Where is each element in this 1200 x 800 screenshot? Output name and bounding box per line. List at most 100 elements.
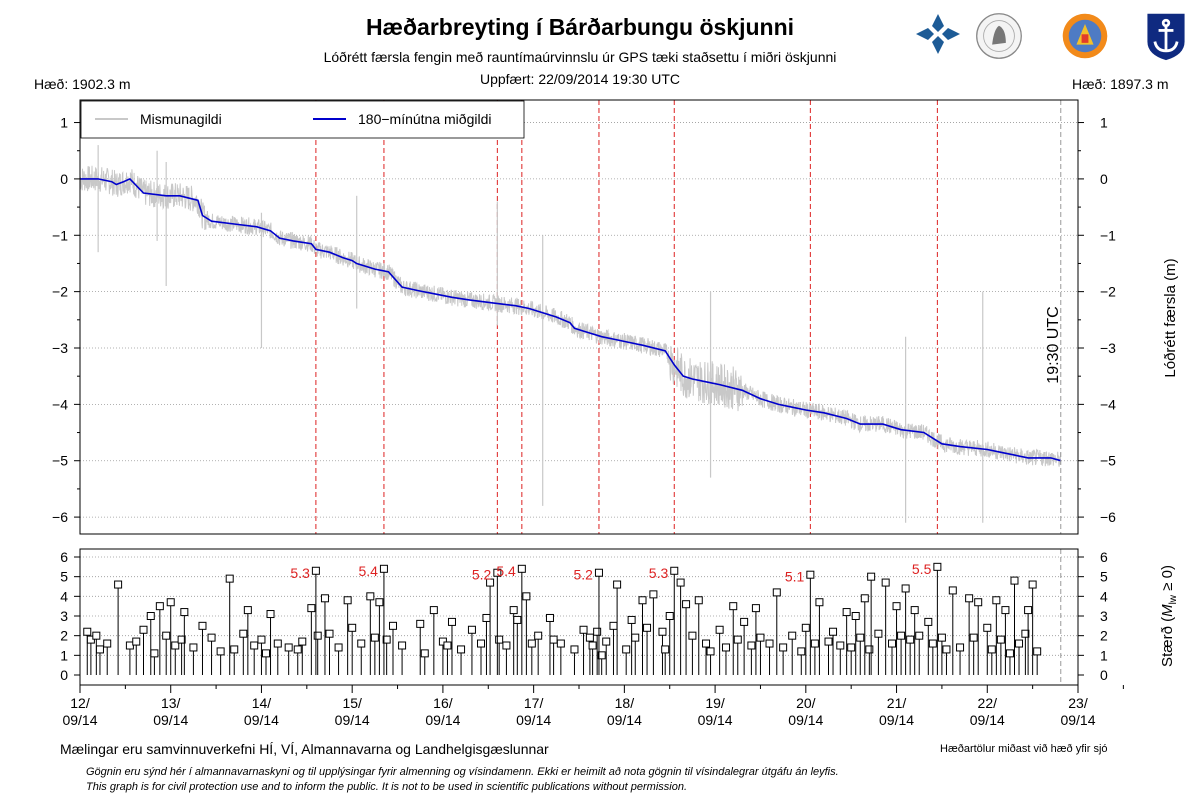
- main-y-tick-label-right: −4: [1100, 396, 1116, 412]
- event-magnitude-label: 5.1: [785, 569, 805, 585]
- earthquake-marker: [751, 604, 760, 613]
- earthquake-marker: [298, 637, 307, 646]
- earthquake-marker: [948, 586, 957, 595]
- earthquake-marker: [382, 635, 391, 644]
- earthquake-marker: [92, 631, 101, 640]
- event-magnitude-label: 5.2: [573, 567, 593, 583]
- earthquake-marker: [824, 637, 833, 646]
- earthquake-marker: [139, 625, 148, 634]
- x-tick-label-month: 09/14: [244, 712, 279, 728]
- disclaimer-english: This graph is for civil protection use a…: [86, 781, 688, 793]
- earthquake-marker: [1021, 629, 1030, 638]
- earthquake-marker: [643, 623, 652, 632]
- updated-timestamp: Uppfært: 22/09/2014 19:30 UTC: [479, 71, 680, 87]
- earthquake-marker: [593, 627, 602, 636]
- major-earthquake-marker: [933, 562, 942, 571]
- earthquake-marker: [915, 631, 924, 640]
- earthquake-marker: [765, 639, 774, 648]
- earthquake-marker: [797, 647, 806, 656]
- earthquake-marker: [937, 633, 946, 642]
- elevation-right: Hæð: 1897.3 m: [1072, 76, 1169, 92]
- main-y-axis-label: Lóðrétt færsla (m): [1162, 258, 1179, 377]
- eq-y-tick-label: 1: [60, 647, 68, 663]
- earthquake-marker: [243, 606, 252, 615]
- earthquake-marker: [856, 633, 865, 642]
- earthquake-chart: 5.3 5.4 5.2 5.4 5.2 5.3 5.1 5.5 6 65 54 43 32 21 10 0 …: [60, 548, 1179, 728]
- eq-x-ticks: 12/09/1413/09/1414/09/1415/09/1416/09/14…: [62, 685, 1124, 728]
- earthquake-marker: [284, 643, 293, 652]
- earthquake-marker: [320, 594, 329, 603]
- earthquake-marker: [509, 606, 518, 615]
- eq-y-tick-label: 6: [60, 549, 68, 565]
- earthquake-marker: [1005, 649, 1014, 658]
- earthquake-marker: [447, 617, 456, 626]
- vedurstofa-logo-icon: [916, 14, 960, 54]
- eq-y-tick-label: 2: [60, 628, 68, 644]
- earthquake-marker: [661, 645, 670, 654]
- earthquake-marker: [83, 627, 92, 636]
- earthquake-marker: [910, 606, 919, 615]
- main-y-ticks: 1 1 0 0 −1 −1 −2 −2 −3 −3 −4 −4 −5 −5 −6 −6: [52, 115, 1116, 526]
- earthquake-marker: [729, 602, 738, 611]
- x-tick-label-day: 19/: [705, 695, 725, 711]
- earthquake-marker: [631, 633, 640, 642]
- main-y-tick-label-right: −2: [1100, 284, 1116, 300]
- x-tick-label-day: 13/: [161, 695, 181, 711]
- major-earthquake-marker: [670, 566, 679, 575]
- earthquake-marker: [146, 612, 155, 620]
- major-earthquake-marker: [517, 564, 526, 573]
- earthquake-marker: [230, 645, 239, 654]
- eq-y-tick-label: 5: [60, 569, 68, 585]
- earthquake-marker: [613, 580, 622, 589]
- main-y-tick-label: −6: [52, 509, 68, 525]
- main-y-tick-label-right: 1: [1100, 115, 1108, 131]
- earthquake-marker: [534, 631, 543, 640]
- x-tick-label-month: 09/14: [788, 712, 823, 728]
- earthquake-marker: [556, 639, 565, 648]
- earthquake-marker: [570, 645, 579, 654]
- legend-median-label: 180−mínútna miðgildi: [358, 111, 491, 127]
- earthquake-marker: [416, 619, 425, 628]
- earthquake-marker: [313, 631, 322, 640]
- earthquake-marker: [180, 608, 189, 617]
- earthquake-marker: [756, 633, 765, 642]
- earthquake-marker: [513, 615, 522, 624]
- earthquake-marker: [874, 629, 883, 638]
- earthquake-marker: [198, 621, 207, 630]
- footer-elevation-note: Hæðartölur miðast við hæð yfir sjó: [940, 743, 1108, 755]
- main-frame: [79, 99, 1079, 535]
- now-label: 19:30 UTC: [1045, 306, 1062, 383]
- earthquake-marker: [901, 584, 910, 593]
- earthquake-marker: [682, 600, 691, 609]
- earthquake-marker: [829, 627, 838, 636]
- main-y-tick-label: −2: [52, 284, 68, 300]
- earthquake-marker: [706, 647, 715, 656]
- earthquake-marker: [815, 598, 824, 607]
- earthquake-marker: [1010, 576, 1019, 585]
- eq-y-tick-label-right: 5: [1100, 569, 1108, 585]
- university-seal-icon: [976, 13, 1022, 59]
- earthquake-marker: [649, 590, 658, 599]
- earthquake-marker: [482, 613, 491, 622]
- event-magnitude-label: 5.4: [358, 563, 378, 579]
- main-y-tick-label: −1: [52, 227, 68, 243]
- earthquake-marker: [549, 635, 558, 644]
- x-tick-label-day: 17/: [524, 695, 544, 711]
- eq-y-tick-label: 4: [60, 588, 68, 604]
- main-y-tick-label: −5: [52, 453, 68, 469]
- earthquake-marker: [974, 598, 983, 607]
- median-series: [80, 177, 1062, 462]
- x-tick-label-month: 09/14: [607, 712, 642, 728]
- eq-y-tick-label-right: 2: [1100, 628, 1108, 644]
- main-y-tick-label: −3: [52, 340, 68, 356]
- earthquake-marker: [865, 645, 874, 654]
- event-magnitude-label: 5.3: [290, 565, 310, 581]
- earthquake-marker: [842, 608, 851, 617]
- earthquake-marker: [897, 631, 906, 640]
- earthquake-marker: [443, 641, 452, 650]
- earthquake-marker: [486, 578, 495, 587]
- x-tick-label-day: 15/: [342, 695, 362, 711]
- x-tick-label-day: 14/: [252, 695, 272, 711]
- eq-y-tick-label-right: 6: [1100, 549, 1108, 565]
